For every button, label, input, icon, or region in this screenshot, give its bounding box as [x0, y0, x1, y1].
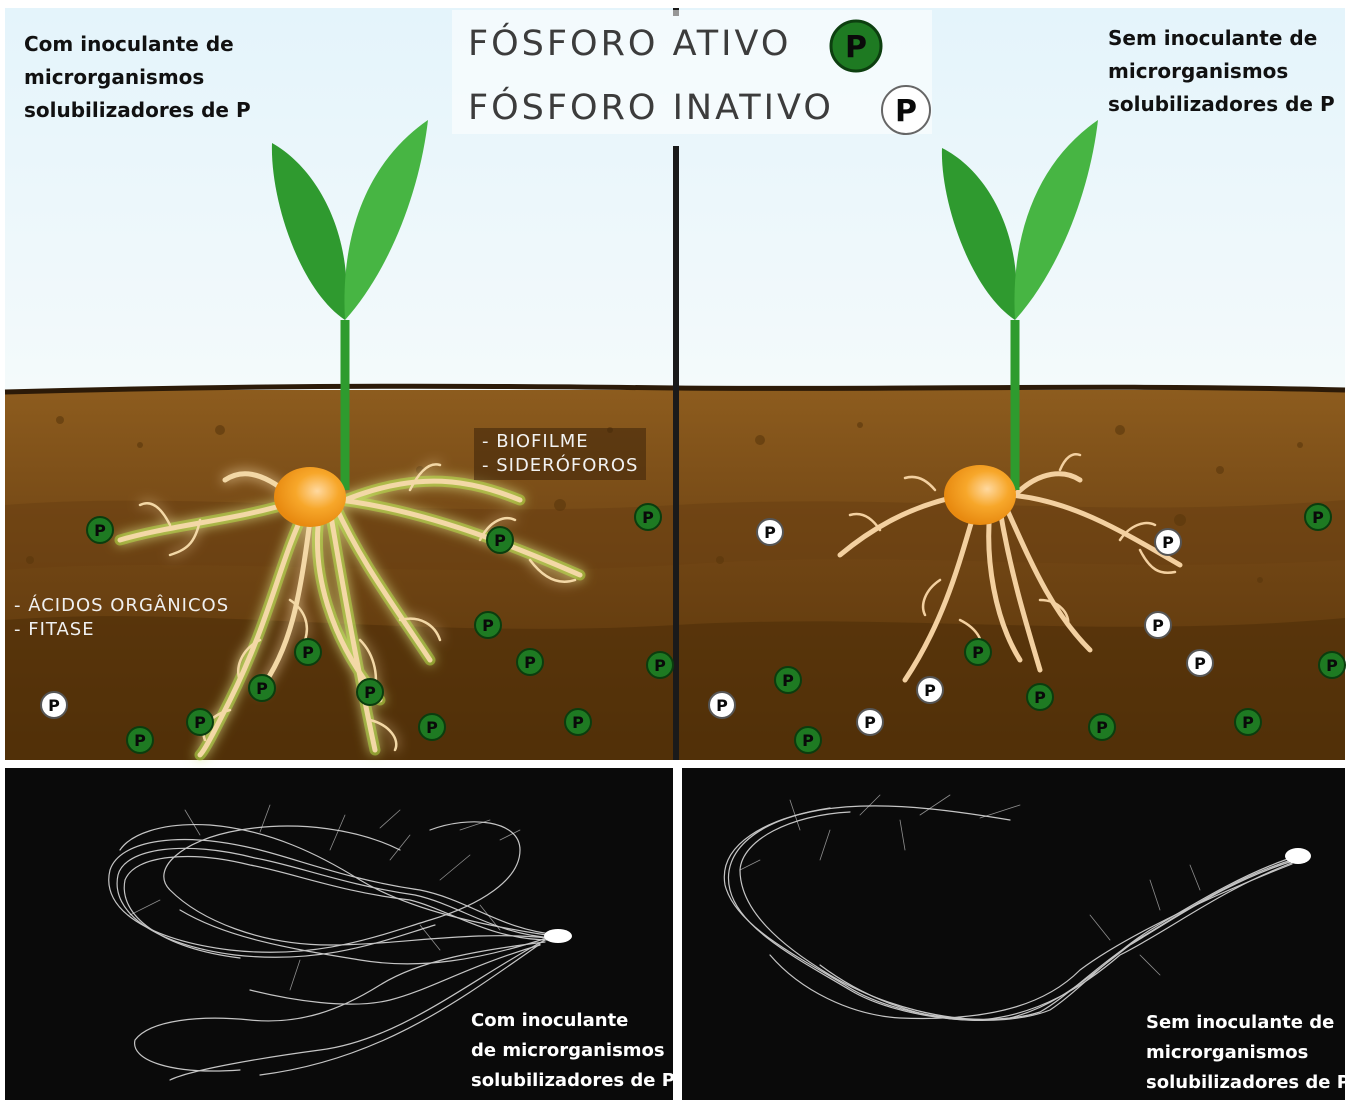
active-phosphorus-token: P: [964, 638, 992, 666]
active-phosphorus-token: P: [1026, 683, 1054, 711]
acids-tag: - ÁCIDOS ORGÂNICOS - FITASE: [14, 595, 230, 640]
right-root-photo: [682, 768, 1345, 1100]
svg-text:P: P: [1096, 718, 1108, 737]
left-photo-caption: Com inoculante de microrganismos solubil…: [471, 1010, 675, 1091]
active-phosphorus-token: P: [86, 516, 114, 544]
svg-text:P: P: [654, 656, 666, 675]
svg-text:P: P: [194, 713, 206, 732]
legend-inactive: FÓSFORO INATIVO: [468, 88, 834, 128]
svg-text:P: P: [256, 679, 268, 698]
right-plant: [837, 120, 1183, 683]
phosphorus-tokens: P P P P P P P P P P P P P P P P P P P P P P P P P P P P P: [40, 503, 1346, 754]
inactive-phosphorus-token: P: [708, 691, 736, 719]
active-phosphorus-token: P: [248, 674, 276, 702]
svg-text:P: P: [48, 696, 60, 715]
right-root-scan: [723, 794, 1311, 1021]
active-phosphorus-token: P: [356, 678, 384, 706]
svg-text:P: P: [1326, 656, 1338, 675]
left-seed: [274, 467, 346, 527]
active-phosphorus-token: P: [1088, 713, 1116, 741]
svg-text:P: P: [1312, 508, 1324, 527]
legend-active-label: FÓSFORO ATIVO: [468, 24, 792, 64]
right-leaf-1: [941, 148, 1017, 320]
svg-text:P: P: [716, 696, 728, 715]
svg-text:P: P: [426, 718, 438, 737]
svg-text:P: P: [302, 643, 314, 662]
active-phosphorus-token: P: [474, 611, 502, 639]
svg-text:P: P: [764, 523, 776, 542]
active-phosphorus-token: P: [774, 666, 802, 694]
left-panel-title: Com inoculante de microrganismos solubil…: [24, 32, 251, 122]
active-phosphorus-token: P: [186, 708, 214, 736]
active-phosphorus-token: P: [126, 726, 154, 754]
svg-text:P: P: [845, 30, 867, 65]
right-panel-title: Sem inoculante de microrganismos solubil…: [1108, 26, 1335, 116]
legend-active-p-icon: P: [829, 19, 883, 73]
inactive-phosphorus-token: P: [1144, 611, 1172, 639]
svg-text:P: P: [364, 683, 376, 702]
left-leaf-2: [344, 120, 428, 320]
active-phosphorus-token: P: [418, 713, 446, 741]
svg-text:P: P: [482, 616, 494, 635]
active-phosphorus-token: P: [794, 726, 822, 754]
right-seed: [944, 465, 1016, 525]
active-phosphorus-token: P: [634, 503, 662, 531]
inactive-phosphorus-token: P: [756, 518, 784, 546]
inactive-phosphorus-token: P: [1154, 528, 1182, 556]
svg-text:P: P: [782, 671, 794, 690]
inactive-phosphorus-token: P: [856, 708, 884, 736]
svg-text:P: P: [864, 713, 876, 732]
active-phosphorus-token: P: [486, 526, 514, 554]
right-leaf-2: [1014, 120, 1098, 320]
svg-text:P: P: [94, 521, 106, 540]
left-leaf-1: [271, 143, 347, 320]
right-roots: [837, 453, 1183, 683]
left-roots: [114, 463, 586, 761]
svg-text:P: P: [972, 643, 984, 662]
svg-text:P: P: [1194, 654, 1206, 673]
svg-text:P: P: [134, 731, 146, 750]
active-phosphorus-token: P: [646, 651, 674, 679]
inactive-phosphorus-token: P: [916, 676, 944, 704]
legend-inactive-p-icon: P: [881, 85, 931, 135]
svg-text:P: P: [524, 653, 536, 672]
active-phosphorus-token: P: [1234, 708, 1262, 736]
svg-text:P: P: [1162, 533, 1174, 552]
active-phosphorus-token: P: [294, 638, 322, 666]
inactive-phosphorus-token: P: [1186, 649, 1214, 677]
svg-text:P: P: [494, 531, 506, 550]
legend-inactive-label: FÓSFORO INATIVO: [468, 88, 834, 128]
active-phosphorus-token: P: [1304, 503, 1332, 531]
inactive-phosphorus-token: P: [40, 691, 68, 719]
left-plant: [114, 120, 586, 761]
svg-text:P: P: [572, 713, 584, 732]
right-photo-caption: Sem inoculante de microrganismos solubil…: [1146, 1012, 1348, 1093]
svg-text:P: P: [1242, 713, 1254, 732]
svg-text:P: P: [1152, 616, 1164, 635]
legend-active: FÓSFORO ATIVO: [468, 24, 791, 64]
svg-text:P: P: [802, 731, 814, 750]
active-phosphorus-token: P: [516, 648, 544, 676]
soil-speckles: [26, 416, 1303, 583]
svg-text:P: P: [642, 508, 654, 527]
active-phosphorus-token: P: [1318, 651, 1346, 679]
svg-text:P: P: [895, 94, 917, 129]
svg-text:P: P: [1034, 688, 1046, 707]
biofilm-tag: - BIOFILME - SIDERÓFOROS: [474, 428, 647, 480]
left-root-scan: [108, 804, 572, 1081]
panel-divider: [673, 146, 679, 760]
active-phosphorus-token: P: [564, 708, 592, 736]
svg-text:P: P: [924, 681, 936, 700]
